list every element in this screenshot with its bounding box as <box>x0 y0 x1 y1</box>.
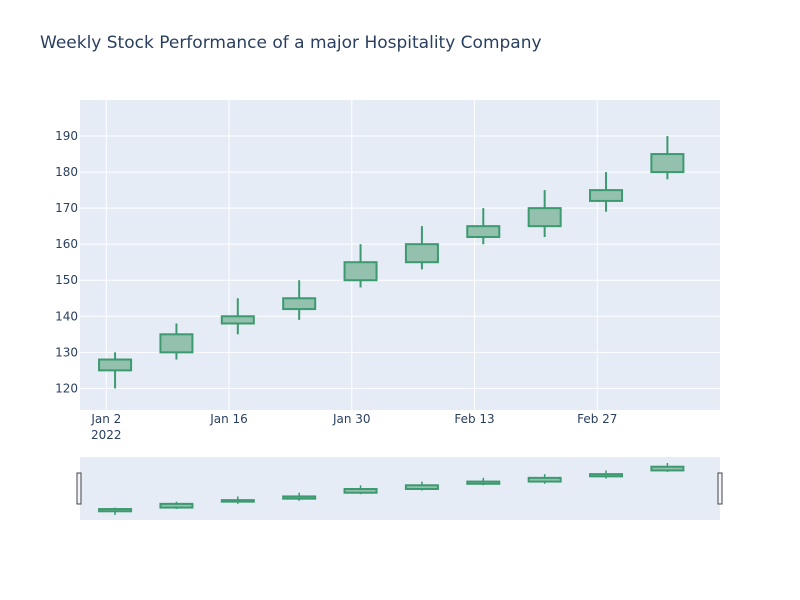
plot-area[interactable] <box>80 100 720 410</box>
mini-candle <box>404 481 439 491</box>
mini-candle-body <box>466 480 501 485</box>
range-slider-candles <box>98 463 685 515</box>
mini-candle-body <box>343 488 378 494</box>
x-tick-sublabel: 2022 <box>91 428 122 442</box>
y-tick-label: 120 <box>55 381 78 395</box>
candle[interactable] <box>527 190 562 237</box>
candle[interactable] <box>159 323 194 360</box>
range-slider-left-handle[interactable] <box>76 472 82 505</box>
candle[interactable] <box>282 280 317 320</box>
candle-body <box>159 333 194 354</box>
y-tick-label: 150 <box>55 273 78 287</box>
range-slider-right-handle[interactable] <box>717 472 723 505</box>
mini-candle <box>343 485 378 495</box>
mini-candle <box>589 470 624 479</box>
y-tick-label: 170 <box>55 201 78 215</box>
candle[interactable] <box>404 226 439 270</box>
candle[interactable] <box>343 244 378 288</box>
range-slider[interactable] <box>80 457 720 520</box>
mini-candle <box>98 507 133 515</box>
candle-body <box>98 358 133 372</box>
y-tick-label: 140 <box>55 309 78 323</box>
candle[interactable] <box>220 298 255 335</box>
candle[interactable] <box>650 136 685 180</box>
mini-candle-body <box>404 484 439 490</box>
mini-candle-body <box>650 465 685 472</box>
mini-candle-body <box>527 476 562 483</box>
mini-candle-body <box>282 495 317 500</box>
x-tick-label: Jan 2 <box>90 412 121 426</box>
mini-candle <box>282 492 317 501</box>
y-tick-label: 130 <box>55 345 78 359</box>
candle-body <box>466 225 501 238</box>
candle-body <box>404 243 439 264</box>
candle-body <box>343 261 378 282</box>
mini-candle <box>527 474 562 484</box>
x-tick-label: Jan 16 <box>209 412 248 426</box>
candles <box>98 136 685 389</box>
mini-candle <box>159 501 194 510</box>
mini-candle <box>220 496 255 504</box>
candle[interactable] <box>589 172 624 212</box>
mini-candle-body <box>589 473 624 478</box>
mini-candle-body <box>159 502 194 509</box>
x-gridlines <box>105 100 598 410</box>
mini-candle <box>650 463 685 472</box>
mini-candle <box>466 477 501 486</box>
x-tick-label: Feb 27 <box>577 412 617 426</box>
candle-body <box>282 297 317 311</box>
mini-candle-body <box>98 508 133 513</box>
x-tick-label: Feb 13 <box>454 412 494 426</box>
candle[interactable] <box>466 208 501 245</box>
candle-body <box>650 153 685 174</box>
candle[interactable] <box>98 352 133 389</box>
mini-candle-body <box>220 499 255 503</box>
x-tick-labels: Jan 2 2022 Jan 16 Jan 30 Feb 13 Feb 27 <box>90 412 617 442</box>
candle-body <box>220 315 255 325</box>
y-tick-label: 180 <box>55 165 78 179</box>
y-gridlines <box>80 135 720 389</box>
y-tick-label: 160 <box>55 237 78 251</box>
candle-body <box>527 207 562 228</box>
x-tick-label: Jan 30 <box>332 412 371 426</box>
candle-body <box>589 189 624 202</box>
y-tick-label: 190 <box>55 129 78 143</box>
chart-title: Weekly Stock Performance of a major Hosp… <box>40 33 542 53</box>
y-tick-labels: 120 130 140 150 160 170 180 190 <box>55 129 78 395</box>
